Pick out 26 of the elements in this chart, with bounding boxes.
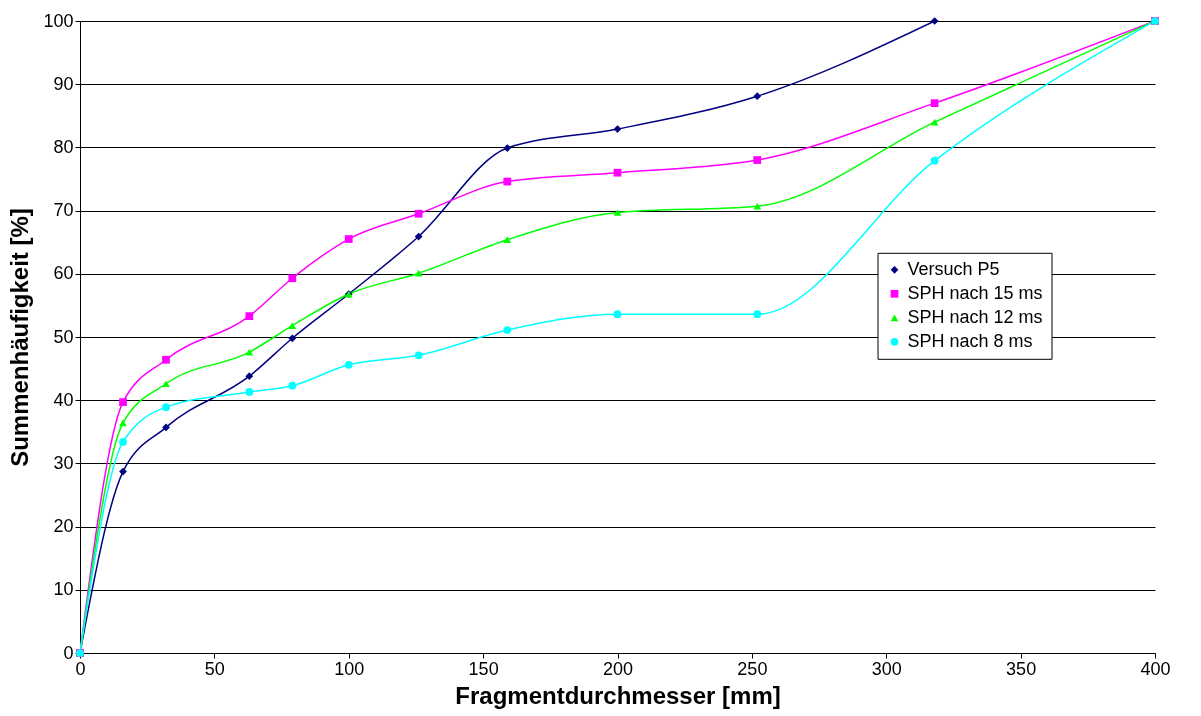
y-tick-label: 60 [53,263,74,284]
x-axis-title: Fragmentdurchmesser [mm] [455,681,781,709]
y-axis-title: Summenhäufigkeit [%] [6,208,34,467]
x-tick-label: 150 [468,658,499,679]
x-tick-label: 200 [602,658,634,679]
x-tick-label: 350 [1006,658,1037,679]
x-tick-label: 50 [204,658,225,679]
x-tick-label: 100 [334,658,365,679]
legend-label: SPH nach 15 ms [907,282,1043,303]
y-tick-label: 100 [43,10,74,31]
point [930,17,939,25]
legend-label: Versuch P5 [907,258,1000,279]
y-tick-label: 90 [53,73,74,94]
y-tick-label: 0 [63,642,74,663]
y-tick-label: 70 [53,200,74,221]
x-tick-label: 250 [737,658,768,679]
legend-label: SPH nach 8 ms [907,330,1033,351]
x-tick-label: 300 [871,658,902,679]
y-tick-label: 10 [53,579,74,600]
x-tick-label: 400 [1140,658,1171,679]
legend-label: SPH nach 12 ms [907,306,1043,327]
y-tick-label: 50 [53,326,74,347]
y-tick-label: 40 [53,389,74,410]
y-tick-label: 80 [53,136,74,157]
y-tick-label: 20 [53,516,74,537]
y-tick-label: 30 [53,452,74,473]
